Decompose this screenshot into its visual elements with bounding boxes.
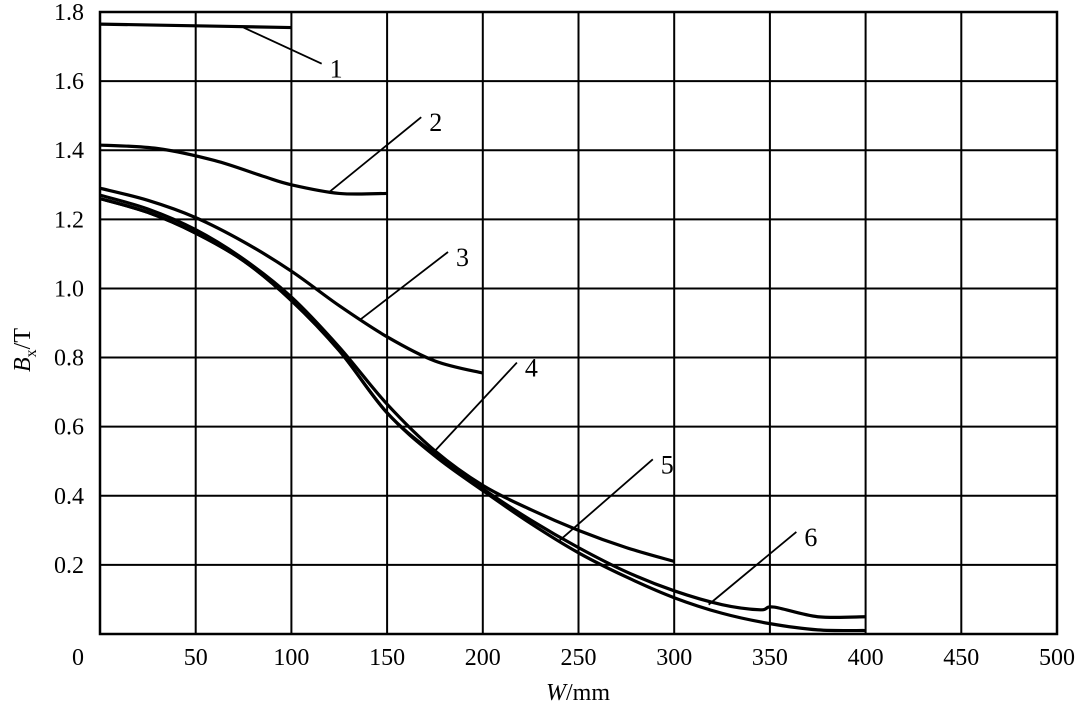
series-label-6: 6 [804,523,817,552]
y-tick-label: 1.4 [54,138,84,164]
series-label-3: 3 [456,243,469,272]
series-label-4: 4 [525,354,538,383]
y-tick-label: 0.2 [54,553,84,579]
x-tick-label: 200 [465,645,501,671]
x-tick-label: 100 [273,645,309,671]
series-label-5: 5 [661,450,674,479]
x-tick-label: 500 [1039,645,1075,671]
series-leader-line-2 [329,116,422,193]
x-tick-label: 50 [184,645,208,671]
series-line-3 [99,186,484,375]
x-tick-label: 400 [848,645,884,671]
series-line-2 [99,143,388,196]
series-leader-line-4 [434,361,518,452]
series-leader-line-6 [708,531,797,606]
series-label-2: 2 [429,108,442,137]
series-leader-line-5 [558,458,654,542]
y-tick-label: 1.6 [54,69,84,95]
x-tick-label: 0 [72,645,84,671]
y-tick-label: 0.8 [54,346,84,372]
x-tick-label: 350 [752,645,788,671]
x-axis-label: W/mm [546,680,610,706]
y-tick-label: 1.0 [54,276,84,302]
y-axis-label: Bx/T [10,328,40,372]
x-tick-label: 300 [656,645,692,671]
y-tick-label: 1.8 [54,0,84,26]
series-group: 1 2 3 4 5 6 [99,22,866,633]
series-line-6 [99,197,866,620]
tick-labels: 0 50 100 150 200 250 300 350 400 450 500 0.2 0.4 0.6 0… [54,0,1075,671]
series-leader-line-1 [243,26,323,65]
x-tick-label: 450 [943,645,979,671]
series-line-1 [99,22,292,30]
series-label-1: 1 [330,55,343,84]
series-line-4 [99,193,675,563]
y-tick-label: 0.6 [54,415,84,441]
x-tick-label: 150 [369,645,405,671]
x-tick-label: 250 [561,645,597,671]
series-leader-line-3 [359,251,449,321]
y-tick-label: 0.4 [54,484,84,510]
y-tick-label: 1.2 [54,207,84,233]
grid [98,10,1059,636]
